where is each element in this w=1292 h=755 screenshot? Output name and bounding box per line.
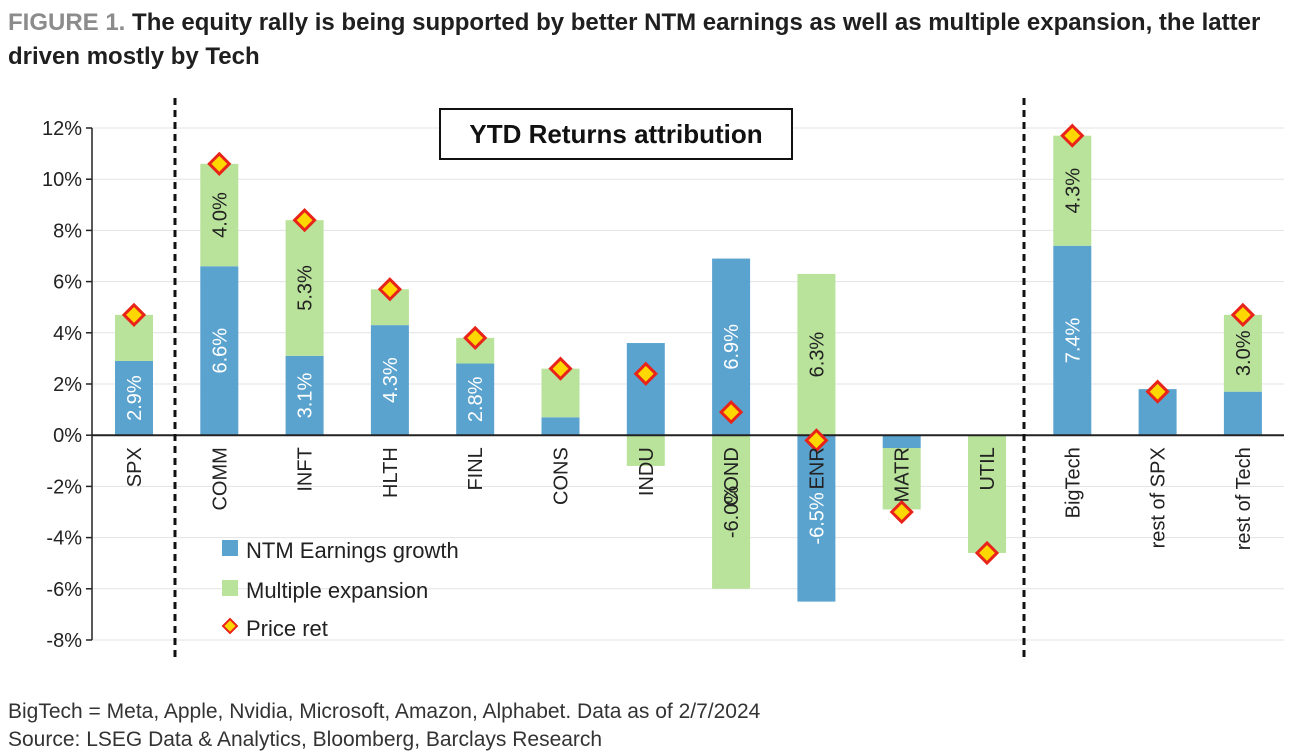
x-tick-label: COMM bbox=[209, 447, 231, 510]
data-label-earnings: -6.5% bbox=[806, 492, 828, 544]
x-tick-label: ENR bbox=[806, 447, 828, 489]
bar-multiple bbox=[882, 448, 921, 510]
bar-multiple bbox=[285, 220, 324, 356]
x-tick-label: FINL bbox=[465, 447, 487, 490]
figure-title-text: The equity rally is being supported by b… bbox=[8, 9, 1261, 70]
data-label-multiple: 6.3% bbox=[806, 332, 828, 378]
price-ret-marker bbox=[377, 277, 403, 302]
legend-label-price: Price ret bbox=[246, 616, 328, 641]
legend-label-multiple: Multiple expansion bbox=[246, 578, 428, 603]
x-tick-label: SPX bbox=[124, 447, 146, 487]
data-label-earnings: 2.9% bbox=[124, 375, 146, 421]
y-tick-label: 0% bbox=[53, 425, 82, 447]
price-ret-marker bbox=[463, 325, 488, 351]
x-tick-label: INDU bbox=[636, 447, 658, 496]
data-label-multiple: 5.3% bbox=[295, 265, 317, 311]
y-tick-label: 2% bbox=[53, 374, 82, 396]
bar-earnings bbox=[456, 363, 495, 436]
x-tick-label: MATR bbox=[892, 447, 914, 502]
y-tick-label: -8% bbox=[46, 630, 82, 652]
data-label-multiple: 4.3% bbox=[1062, 168, 1084, 214]
bars bbox=[115, 135, 1262, 602]
bar-earnings bbox=[115, 360, 153, 436]
price-ret-marker bbox=[548, 356, 573, 381]
bar-multiple bbox=[626, 435, 665, 466]
legend-swatch-earnings bbox=[222, 540, 238, 556]
price-ret-marker bbox=[889, 499, 914, 525]
data-label-earnings: 2.8% bbox=[465, 376, 487, 422]
footer-note: BigTech = Meta, Apple, Nvidia, Microsoft… bbox=[8, 700, 761, 723]
data-label-multiple: 4.0% bbox=[209, 192, 231, 238]
y-tick-label: -2% bbox=[46, 476, 82, 498]
x-tick-label: CONS bbox=[551, 447, 573, 505]
data-label-earnings: 7.4% bbox=[1062, 317, 1084, 363]
price-ret-marker bbox=[1145, 379, 1170, 404]
price-markers bbox=[121, 123, 1256, 566]
price-ret-marker bbox=[1230, 302, 1256, 328]
legend-swatch-multiple bbox=[222, 580, 238, 596]
x-tick-label: BigTech bbox=[1062, 447, 1084, 518]
bar-multiple bbox=[797, 273, 836, 436]
bar-earnings bbox=[285, 355, 324, 436]
axes bbox=[86, 127, 1284, 641]
y-tick-label: 12% bbox=[42, 118, 82, 140]
bar-earnings bbox=[626, 343, 665, 436]
price-ret-marker bbox=[292, 208, 317, 233]
data-label-earnings: 6.9% bbox=[721, 324, 743, 370]
bar-earnings bbox=[1223, 391, 1262, 436]
y-tick-label: -6% bbox=[46, 579, 82, 601]
bar-earnings bbox=[1053, 245, 1092, 436]
bar-earnings bbox=[200, 266, 239, 436]
bar-multiple bbox=[712, 435, 751, 589]
figure-title: FIGURE 1. The equity rally is being supp… bbox=[8, 6, 1278, 74]
bar-earnings bbox=[882, 435, 921, 448]
returns-attribution-chart: 2.9% 6.6% 3.1% 4.3% 2.8% 6.9% -6.5% 7.4% 4.0% 5.3… bbox=[42, 98, 1284, 662]
bar-earnings bbox=[370, 325, 409, 436]
chart-title-box: YTD Returns attribution bbox=[439, 108, 793, 160]
footer-source: Source: LSEG Data & Analytics, Bloomberg… bbox=[8, 728, 603, 751]
x-tick-label: rest of Tech bbox=[1233, 447, 1255, 550]
data-label-multiple: -6.0% bbox=[721, 486, 743, 538]
bar-multiple bbox=[968, 435, 1006, 553]
y-tick-label: 6% bbox=[53, 272, 82, 294]
data-label-multiple: 3.0% bbox=[1233, 330, 1255, 376]
bar-multiple bbox=[200, 163, 239, 267]
chart-title-frame bbox=[439, 108, 793, 160]
x-tick-label: rest of SPX bbox=[1148, 447, 1170, 548]
price-ret-marker bbox=[121, 302, 147, 328]
legend-label-earnings: NTM Earnings growth bbox=[246, 538, 459, 563]
x-tick-label: UTIL bbox=[977, 447, 999, 490]
price-ret-marker bbox=[804, 428, 829, 453]
y-tick-label: 10% bbox=[42, 169, 82, 191]
data-label-earnings: 3.1% bbox=[295, 373, 317, 419]
chart-title: YTD Returns attribution bbox=[469, 119, 762, 149]
data-labels: 2.9% 6.6% 3.1% 4.3% 2.8% 6.9% -6.5% 7.4% 4.0% 5.3… bbox=[124, 168, 1255, 545]
x-tick-label: INFT bbox=[295, 447, 317, 491]
dividers bbox=[173, 98, 1026, 662]
price-ret-marker bbox=[633, 361, 658, 386]
x-tick-labels: SPX COMM INFT HLTH FINL CONS INDU COND ENR MATR UT… bbox=[124, 447, 1255, 550]
y-tick-labels: 12% 10% 8% 6% 4% 2% 0% -2% -4% -6% -8% bbox=[42, 118, 82, 652]
figure-label: FIGURE 1. bbox=[8, 9, 126, 36]
data-label-earnings: 6.6% bbox=[209, 328, 231, 374]
legend-swatch-price bbox=[221, 617, 239, 635]
legend: NTM Earnings growth Multiple expansion P… bbox=[221, 538, 459, 641]
x-tick-label: HLTH bbox=[380, 447, 402, 498]
gridlines bbox=[92, 127, 1284, 641]
y-tick-label: -4% bbox=[46, 528, 82, 550]
price-ret-marker bbox=[718, 400, 744, 425]
price-ret-marker bbox=[1060, 123, 1085, 148]
y-tick-label: 8% bbox=[53, 220, 82, 242]
bar-multiple bbox=[1053, 135, 1092, 246]
bar-earnings bbox=[541, 417, 580, 436]
data-label-earnings: 4.3% bbox=[380, 357, 402, 403]
bar-earnings bbox=[797, 435, 836, 602]
y-tick-label: 4% bbox=[53, 323, 82, 345]
bar-multiple bbox=[1223, 314, 1262, 392]
x-tick-label: COND bbox=[721, 447, 743, 506]
price-ret-marker bbox=[207, 151, 232, 176]
price-ret-marker bbox=[974, 540, 1000, 566]
